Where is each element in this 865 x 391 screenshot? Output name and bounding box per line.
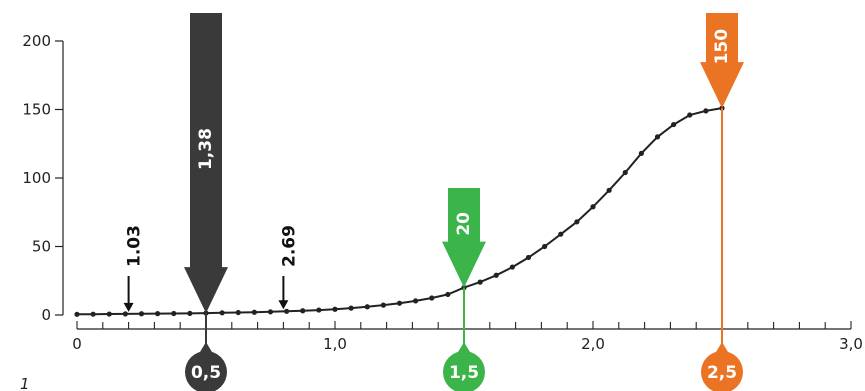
data-point [542, 243, 548, 250]
data-point [316, 307, 322, 313]
y-tick-label: 50 [32, 238, 51, 256]
data-point [622, 169, 628, 176]
series-line [76, 107, 723, 316]
data-point [348, 305, 354, 311]
data-point [509, 264, 515, 270]
data-point [106, 311, 112, 317]
callout-arrow [184, 13, 228, 314]
callout-value-label: 20 [454, 212, 474, 236]
y-tick-label: 0 [41, 306, 51, 324]
data-point [396, 300, 403, 306]
data-point [574, 219, 580, 225]
y-axis: 0 50 100 150 200 [22, 32, 64, 324]
data-point [671, 121, 677, 128]
data-point [493, 272, 499, 278]
callout-2-5: 150 2,5 [700, 13, 744, 391]
data-point [138, 311, 145, 317]
callout-pin-label: 2,5 [707, 363, 737, 383]
callout-value-label: 1,38 [196, 128, 216, 170]
data-point [380, 302, 386, 308]
data-point [654, 134, 661, 140]
callout-0-5: 1,38 0,5 [184, 13, 228, 391]
callout-pin-label: 0,5 [191, 363, 221, 383]
data-point [703, 108, 709, 114]
data-point [251, 309, 257, 315]
x-tick-label: 2,0 [581, 335, 605, 353]
callout-value-label: 150 [712, 29, 732, 65]
data-point [74, 311, 80, 317]
callout-pin-circle [443, 351, 485, 391]
data-point [235, 309, 241, 316]
data-point [155, 311, 161, 317]
data-point [122, 311, 128, 317]
data-point [477, 279, 483, 285]
x-tick-label: 3,0 [839, 335, 863, 353]
data-point [267, 309, 274, 315]
callout-pin-circle [701, 351, 743, 391]
curve-layer [74, 105, 725, 317]
callout-pin-tip [716, 342, 728, 352]
data-point [606, 187, 612, 193]
data-point [171, 310, 177, 317]
callout-pin-tip [458, 342, 470, 352]
data-point [332, 306, 338, 312]
callout-arrow [442, 188, 486, 288]
data-point [687, 112, 693, 118]
data-point [284, 308, 290, 314]
data-point [525, 254, 532, 261]
small-arrow-label: 2.69 [279, 225, 299, 267]
small-arrow-label: 1.03 [125, 225, 145, 267]
x-tick-label: 0 [72, 335, 82, 353]
data-point [364, 304, 370, 310]
data-point [300, 308, 306, 314]
data-point [638, 150, 644, 156]
small-arrow-head [278, 300, 289, 310]
callout-pin-circle [185, 351, 227, 391]
small-arrow: 1.03 [123, 225, 145, 312]
corner-label: 1 [20, 375, 30, 391]
callout-pin-tip [200, 342, 212, 352]
data-point [219, 310, 225, 316]
data-point [558, 231, 564, 237]
callout-1-5: 201,5 [442, 188, 486, 391]
callout-pin-label: 1,5 [449, 363, 479, 383]
data-point [429, 295, 435, 301]
y-tick-label: 150 [22, 101, 51, 119]
data-point [590, 204, 596, 210]
data-point [90, 311, 96, 317]
small-arrow: 2.69 [278, 225, 299, 310]
data-point [187, 310, 193, 316]
y-tick-label: 200 [22, 32, 51, 50]
data-point [413, 298, 419, 304]
x-tick-label: 1,0 [323, 335, 347, 353]
data-point [445, 291, 451, 298]
small-arrow-head [123, 302, 134, 312]
callout-arrow [700, 13, 744, 109]
y-tick-label: 100 [22, 169, 51, 187]
